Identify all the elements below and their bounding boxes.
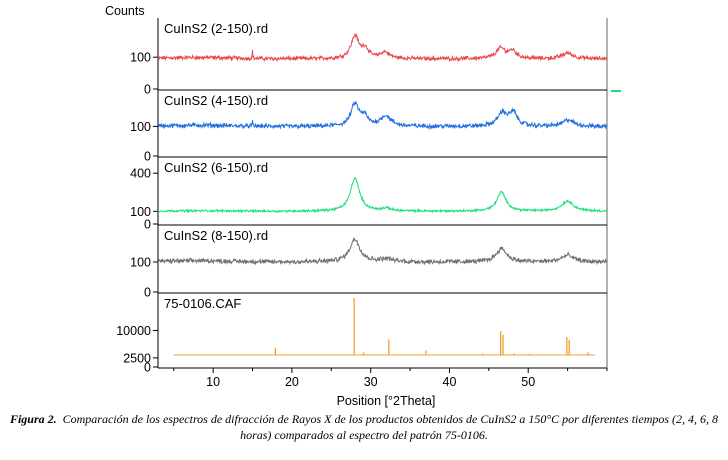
series-label: CuInS2 (8-150).rd [164, 228, 268, 243]
figure-caption: Figura 2. Comparación de los espectros d… [0, 411, 728, 443]
diffractogram-line [157, 236, 607, 266]
y-tick-label: 400 [130, 167, 151, 181]
y-tick-label: 100 [130, 120, 151, 134]
y-tick-label: 100 [130, 205, 151, 219]
caption-text: Comparación de los espectros de difracci… [62, 412, 719, 442]
panel-2: 0 100 CuInS2 (4-150).rd [130, 93, 607, 164]
y-tick-label: 2500 [123, 351, 151, 365]
y-tick-label: 0 [144, 150, 151, 164]
series-label: CuInS2 (2-150).rd [164, 21, 268, 36]
y-tick-label: 0 [144, 83, 151, 97]
y-tick-label: 10000 [116, 324, 151, 338]
axes: 10 20 30 40 50 [157, 18, 608, 389]
x-axis-label: Position [°2Theta] [337, 394, 436, 408]
diffractogram-line [157, 101, 607, 131]
y-tick-label: 0 [144, 361, 151, 375]
series-label: 75-0106.CAF [164, 296, 241, 311]
diffractogram-line [157, 176, 607, 214]
x-tick-label: 30 [364, 375, 378, 389]
panel-4: 0 100 CuInS2 (8-150).rd [130, 228, 607, 300]
y-axis-label: Counts [105, 4, 145, 18]
x-tick-label: 40 [443, 375, 457, 389]
series-label: CuInS2 (6-150).rd [164, 160, 268, 175]
x-tick-label: 50 [521, 375, 535, 389]
y-tick-label: 100 [130, 51, 151, 65]
y-tick-label: 0 [144, 286, 151, 300]
caption-label: Figura 2. [9, 412, 57, 426]
x-tick-label: 20 [285, 375, 299, 389]
x-tick-label: 10 [206, 375, 220, 389]
diffractogram-line [157, 32, 607, 63]
y-tick-label: 0 [144, 218, 151, 232]
panel-1: 0 100 CuInS2 (2-150).rd [130, 21, 607, 97]
series-label: CuInS2 (4-150).rd [164, 93, 268, 108]
y-tick-label: 100 [130, 256, 151, 270]
